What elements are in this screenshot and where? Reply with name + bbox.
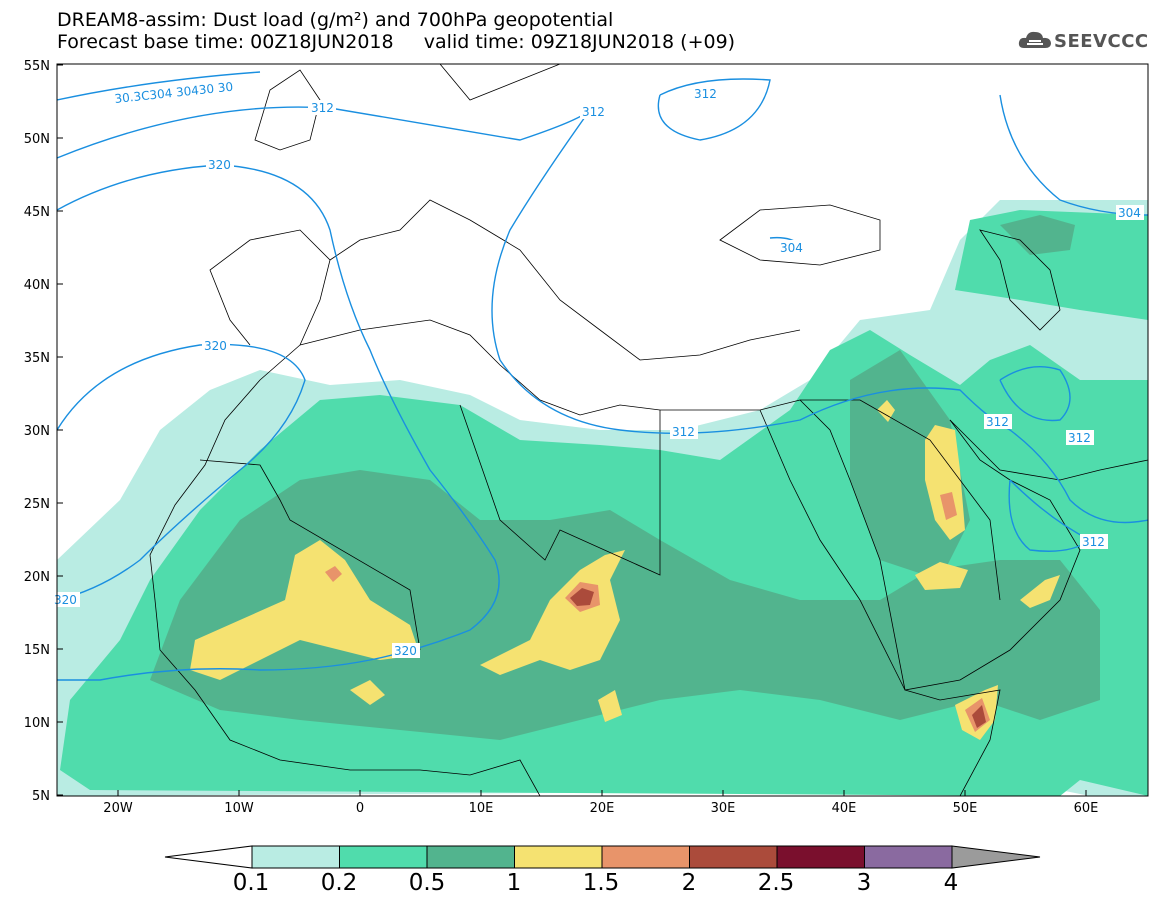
- colorbar-label: 3: [856, 870, 872, 896]
- longitude-label: 10W: [224, 801, 254, 816]
- coast-east-africa: [904, 689, 1001, 796]
- coast-caspian: [979, 229, 1061, 331]
- latitude-label: 20N: [24, 570, 50, 585]
- longitude-label: 30E: [711, 801, 736, 816]
- border-arabia: [800, 399, 1001, 601]
- latitude-label: 55N: [24, 59, 50, 74]
- longitude-axis: 20W 10W 0 10E 20E 30E 40E 50E 60E: [103, 790, 1098, 816]
- coast-north-africa: [299, 319, 801, 416]
- longitude-label: 60E: [1074, 801, 1099, 816]
- contour-label: 312: [694, 87, 717, 101]
- colorbar-label: 0.1: [232, 870, 270, 896]
- dust-level-brown-horn: [972, 705, 986, 728]
- colorbar-label: 4: [943, 870, 959, 896]
- contour-312-north: [57, 106, 591, 159]
- dust-level-yellow-oman: [1020, 575, 1060, 608]
- contour-label: 312: [672, 425, 695, 439]
- contour-label: 312: [986, 415, 1009, 429]
- colorbar-label: 2: [681, 870, 697, 896]
- contour-label: 312: [311, 101, 334, 115]
- dust-level-orange-arabia: [940, 492, 957, 520]
- coast-europe: [329, 199, 801, 361]
- latitude-label: 15N: [24, 643, 50, 658]
- cloud-icon: [1018, 31, 1051, 48]
- dust-fields: [57, 200, 1148, 796]
- coast-iberia: [209, 229, 331, 346]
- contour-312-iran: [999, 365, 1071, 422]
- longitude-label: 20W: [103, 801, 133, 816]
- map-subtitle: Forecast base time: 00Z18JUN2018 valid t…: [57, 31, 736, 53]
- contour-label: 312: [582, 105, 605, 119]
- contour-label: 320: [204, 339, 227, 353]
- colorbar-label: 0.2: [320, 870, 358, 896]
- colorbar-label: 1: [506, 870, 522, 896]
- border-sahara-2: [459, 404, 661, 576]
- longitude-label: 0: [356, 801, 364, 816]
- latitude-label: 40N: [24, 278, 50, 293]
- contour-label: 320: [394, 644, 417, 658]
- latitude-label: 25N: [24, 497, 50, 512]
- dust-level-yellow-arabia: [915, 562, 968, 590]
- latitude-label: 50N: [24, 132, 50, 147]
- colorbar-label: 0.5: [408, 870, 446, 896]
- dust-level-orange-west: [325, 566, 342, 582]
- dust-level-mid-ne: [955, 210, 1148, 320]
- contour-320-south: [57, 343, 306, 601]
- dust-level-dark-caspian: [1000, 215, 1075, 255]
- dust-level-yellow-south: [598, 690, 622, 722]
- longitude-label: 10E: [469, 801, 494, 816]
- colorbar-label: 2.5: [757, 870, 795, 896]
- contour-312-main: [491, 109, 1148, 524]
- dust-level-yellow-iraq: [877, 400, 895, 422]
- colorbar-label: 1.5: [582, 870, 620, 896]
- latitude-label: 35N: [24, 351, 50, 366]
- contour-312-ring: [657, 78, 771, 141]
- dust-level-dark: [150, 470, 1100, 740]
- coast-iran: [949, 419, 1148, 481]
- dust-level-brown-chad: [570, 588, 594, 606]
- coast-scandinavia: [439, 64, 561, 101]
- coast-black-sea: [719, 204, 881, 266]
- logo-text: SEEVCCC: [1054, 31, 1149, 52]
- latitude-label: 5N: [32, 789, 50, 804]
- latitude-label: 45N: [24, 205, 50, 220]
- contour-312-gulf: [1008, 479, 1092, 552]
- latitude-label: 10N: [24, 716, 50, 731]
- longitude-label: 20E: [590, 801, 615, 816]
- latitude-label: 30N: [24, 424, 50, 439]
- dust-level-yellow-chad: [480, 550, 625, 675]
- contour-label: 312: [1082, 535, 1105, 549]
- dust-level-yellow-west: [190, 540, 420, 680]
- seevccc-logo: SEEVCCC: [1018, 28, 1158, 56]
- contour-label: 320: [54, 593, 77, 607]
- border-sahara-1: [199, 459, 421, 651]
- contour-320-north: [57, 164, 500, 681]
- contour-label: 312: [1068, 431, 1091, 445]
- contour-label: 320: [208, 158, 231, 172]
- latitude-axis: 55N 50N 45N 40N 35N 30N 25N 20N 15N 10N 5N: [24, 59, 63, 804]
- contour-label: 304: [780, 241, 803, 255]
- map-title: DREAM8-assim: Dust load (g/m²) and 700hP…: [57, 9, 614, 31]
- coast-red-sea: [759, 409, 906, 691]
- contour-304-north: [57, 71, 261, 101]
- longitude-label: 40E: [832, 801, 857, 816]
- longitude-label: 50E: [953, 801, 978, 816]
- dust-level-yellow-mali: [350, 680, 385, 705]
- contour-label: 304: [1118, 206, 1141, 220]
